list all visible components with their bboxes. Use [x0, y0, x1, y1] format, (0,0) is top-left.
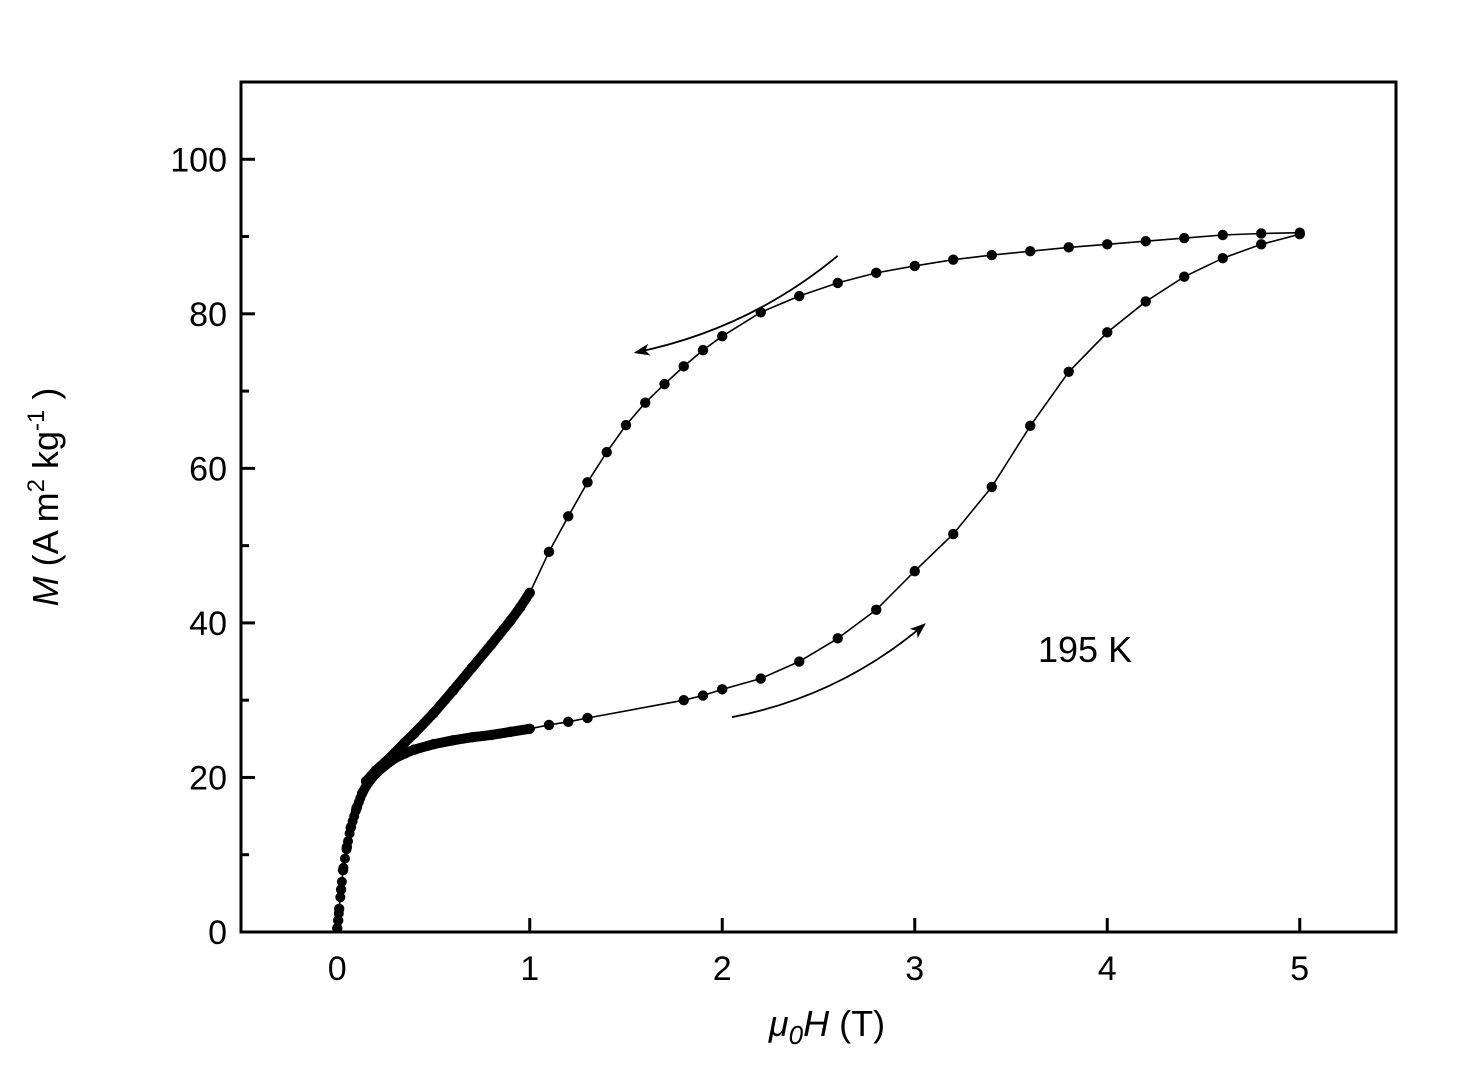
data-point — [1025, 420, 1036, 432]
data-point — [697, 344, 709, 356]
y-axis-ticks: 0 20 40 60 80 100 — [170, 141, 255, 952]
data-point — [678, 694, 689, 706]
dense-point — [335, 892, 346, 903]
x-tick-label: 2 — [713, 950, 732, 988]
data-point — [871, 604, 882, 615]
data-point — [832, 633, 843, 644]
y-axis-title: M (A m2 kg-1 ) — [23, 388, 66, 607]
data-point — [582, 712, 593, 724]
series-decreasing — [360, 227, 1305, 787]
dense-point — [336, 876, 347, 887]
y-tick-label: 40 — [189, 605, 227, 643]
series-initial-increasing — [332, 229, 1305, 934]
dense-low-field-points — [332, 588, 535, 934]
data-point — [601, 446, 612, 458]
data-point — [717, 684, 728, 695]
data-point — [871, 267, 882, 279]
data-point — [678, 361, 689, 372]
dense-point — [524, 588, 535, 599]
data-point — [563, 716, 574, 728]
direction-arrows — [633, 255, 926, 719]
data-point — [1217, 252, 1228, 264]
data-point — [1140, 235, 1151, 247]
dense-point — [341, 844, 352, 855]
data-point — [794, 290, 805, 302]
data-point — [620, 419, 632, 431]
series-line — [336, 233, 1301, 929]
y-tick-label: 80 — [189, 296, 227, 334]
data-point — [1102, 327, 1113, 338]
x-tick-label: 5 — [1290, 950, 1309, 988]
data-point — [986, 249, 997, 261]
x-tick-label: 3 — [905, 950, 924, 988]
data-point — [909, 260, 920, 272]
dense-point — [338, 862, 349, 873]
series-line — [365, 231, 1300, 782]
data-point — [335, 884, 347, 895]
arrow-increasing-field — [731, 623, 926, 719]
data-point — [794, 656, 805, 667]
dense-point — [343, 836, 354, 847]
arrow-decreasing-field — [633, 255, 839, 356]
data-point — [563, 511, 574, 522]
data-point — [1063, 366, 1074, 377]
data-point — [1102, 239, 1113, 250]
dense-point — [523, 724, 534, 735]
y-tick-label: 100 — [170, 141, 227, 179]
data-point — [1140, 296, 1151, 307]
dense-point — [339, 853, 350, 864]
y-tick-label: 60 — [189, 450, 227, 488]
y-tick-label: 0 — [208, 914, 227, 952]
data-point — [640, 397, 651, 408]
data-point — [909, 565, 920, 577]
data-point — [717, 331, 728, 342]
data-point — [697, 690, 709, 701]
data-point — [1025, 246, 1036, 257]
data-point — [948, 528, 959, 540]
y-tick-label: 20 — [189, 759, 227, 797]
data-point — [1179, 271, 1190, 282]
dense-point — [333, 908, 344, 919]
data-point — [948, 254, 959, 265]
x-axis-title: μ0H (T) — [768, 1003, 885, 1050]
data-point — [1217, 229, 1228, 241]
x-tick-label: 0 — [328, 950, 347, 988]
data-point — [1256, 239, 1267, 250]
annotation-temperature: 195 K — [1038, 629, 1132, 670]
x-tick-label: 1 — [520, 950, 539, 988]
data-point — [1294, 227, 1305, 238]
data-point — [1256, 228, 1267, 239]
data-point — [986, 481, 997, 493]
data-point — [755, 673, 766, 684]
data-point — [1179, 232, 1190, 244]
series-layer — [332, 227, 1305, 934]
x-tick-label: 4 — [1098, 950, 1117, 988]
data-point — [659, 378, 670, 390]
dense-point — [332, 923, 343, 934]
data-point — [1063, 242, 1074, 253]
data-point — [543, 719, 555, 731]
x-axis-ticks: 0 1 2 3 4 5 — [328, 918, 1309, 988]
data-point — [543, 546, 555, 558]
data-point — [582, 477, 593, 488]
data-point — [832, 277, 843, 289]
plot-frame — [239, 80, 1398, 934]
